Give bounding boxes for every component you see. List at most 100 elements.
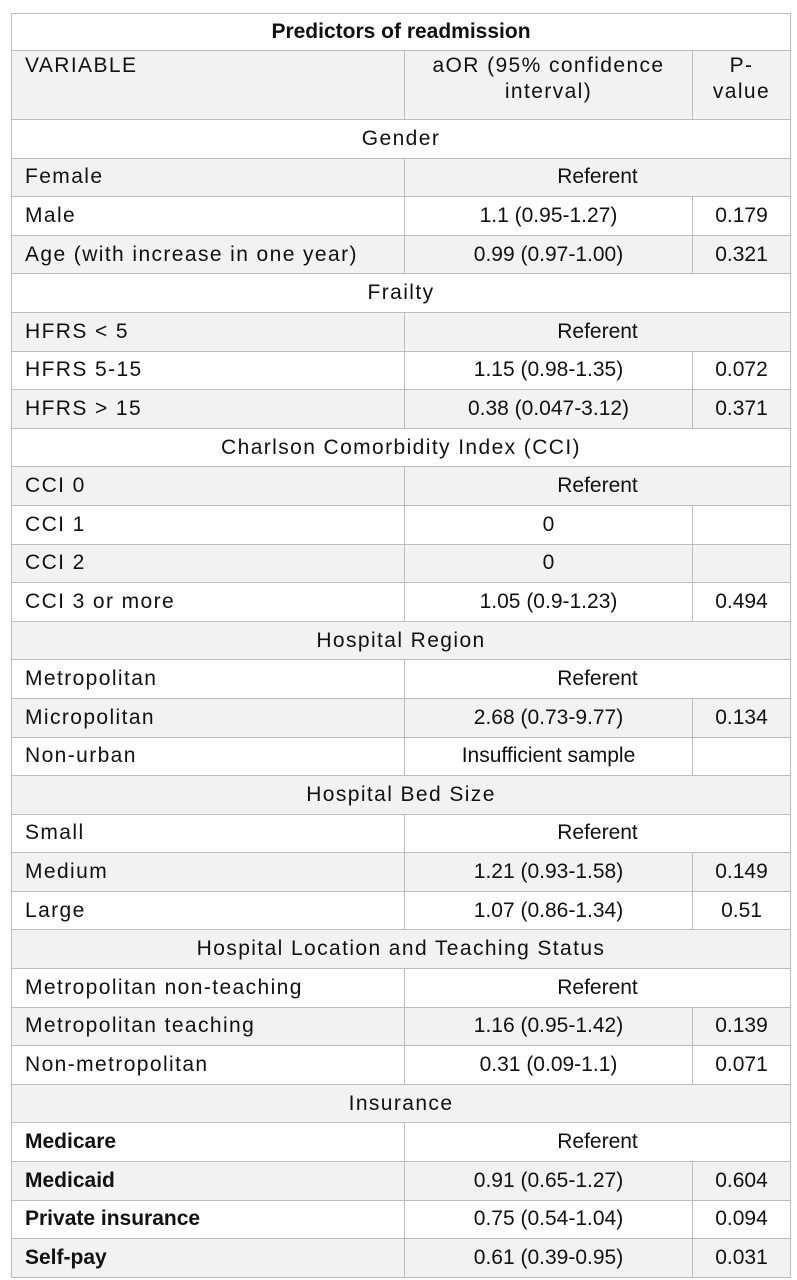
pvalue-cell: 0.031 bbox=[692, 1238, 791, 1278]
pvalue-cell: 0.371 bbox=[692, 389, 791, 429]
title-row: Predictors of readmission bbox=[11, 13, 791, 51]
section-label: Hospital Bed Size bbox=[11, 775, 791, 815]
aor-cell: 1.07 (0.86-1.34) bbox=[404, 890, 693, 931]
table-row: Male 1.1 (0.95-1.27) 0.179 bbox=[11, 196, 791, 236]
variable-cell: Private insurance bbox=[11, 1199, 405, 1240]
aor-cell: Referent bbox=[404, 968, 791, 1008]
variable-cell: HFRS > 15 bbox=[11, 389, 405, 429]
aor-cell: Referent bbox=[404, 311, 791, 352]
aor-cell: 0.75 (0.54-1.04) bbox=[404, 1199, 693, 1240]
aor-cell: 1.05 (0.9-1.23) bbox=[404, 582, 693, 622]
table-row: Medicaid 0.91 (0.65-1.27) 0.604 bbox=[11, 1161, 791, 1201]
section-label: Insurance bbox=[11, 1083, 791, 1124]
section-row: Gender bbox=[11, 119, 791, 159]
variable-cell: Small bbox=[11, 813, 405, 854]
aor-cell: Referent bbox=[404, 466, 791, 506]
pvalue-cell: 0.51 bbox=[692, 890, 791, 931]
aor-cell: 0.91 (0.65-1.27) bbox=[404, 1161, 693, 1201]
table-row: Micropolitan 2.68 (0.73-9.77) 0.134 bbox=[11, 697, 791, 738]
section-row: Hospital Region bbox=[11, 620, 791, 661]
table-row: CCI 0 Referent bbox=[11, 466, 791, 506]
section-label: Hospital Region bbox=[11, 620, 791, 661]
section-label: Charlson Comorbidity Index (CCI) bbox=[11, 427, 791, 468]
table-row: Small Referent bbox=[11, 813, 791, 854]
aor-cell: 1.16 (0.95-1.42) bbox=[404, 1006, 693, 1047]
aor-cell: 0 bbox=[404, 504, 693, 545]
table-row: Non-metropolitan 0.31 (0.09-1.1) 0.071 bbox=[11, 1045, 791, 1085]
table-row: Metropolitan Referent bbox=[11, 659, 791, 699]
section-label: Hospital Location and Teaching Status bbox=[11, 929, 791, 970]
aor-cell: 0.31 (0.09-1.1) bbox=[404, 1045, 693, 1085]
pvalue-cell bbox=[692, 504, 791, 545]
table-title: Predictors of readmission bbox=[11, 13, 791, 51]
table-row: HFRS 5-15 1.15 (0.98-1.35) 0.072 bbox=[11, 350, 791, 391]
variable-cell: Micropolitan bbox=[11, 697, 405, 738]
table-row: HFRS > 15 0.38 (0.047-3.12) 0.371 bbox=[11, 389, 791, 429]
variable-cell: Male bbox=[11, 196, 405, 236]
aor-cell: 0.38 (0.047-3.12) bbox=[404, 389, 693, 429]
variable-cell: Metropolitan bbox=[11, 659, 405, 699]
variable-cell: HFRS < 5 bbox=[11, 311, 405, 352]
pvalue-cell: 0.149 bbox=[692, 852, 791, 892]
variable-cell: Medicaid bbox=[11, 1161, 405, 1201]
variable-cell: CCI 1 bbox=[11, 504, 405, 545]
aor-cell: 2.68 (0.73-9.77) bbox=[404, 697, 693, 738]
variable-cell: Self-pay bbox=[11, 1238, 405, 1278]
variable-cell: CCI 3 or more bbox=[11, 582, 405, 622]
section-row: Charlson Comorbidity Index (CCI) bbox=[11, 427, 791, 468]
table-row: Private insurance 0.75 (0.54-1.04) 0.094 bbox=[11, 1199, 791, 1240]
header-variable: VARIABLE bbox=[11, 50, 405, 120]
aor-cell: Referent bbox=[404, 813, 791, 854]
table-row: Medicare Referent bbox=[11, 1122, 791, 1163]
variable-cell: CCI 0 bbox=[11, 466, 405, 506]
section-label: Gender bbox=[11, 119, 791, 159]
variable-cell: Non-urban bbox=[11, 736, 405, 777]
aor-cell: Referent bbox=[404, 659, 791, 699]
header-row: VARIABLE aOR (95% confidence interval) P… bbox=[11, 50, 791, 120]
section-row: Insurance bbox=[11, 1083, 791, 1124]
aor-cell: Referent bbox=[404, 1122, 791, 1163]
table-body: Predictors of readmission VARIABLE aOR (… bbox=[11, 13, 791, 1278]
pvalue-cell: 0.072 bbox=[692, 350, 791, 391]
variable-cell: Medium bbox=[11, 852, 405, 892]
table-row: Self-pay 0.61 (0.39-0.95) 0.031 bbox=[11, 1238, 791, 1278]
variable-cell: Female bbox=[11, 157, 405, 198]
variable-cell: Large bbox=[11, 890, 405, 931]
variable-cell: HFRS 5-15 bbox=[11, 350, 405, 391]
header-aor: aOR (95% confidence interval) bbox=[404, 50, 693, 120]
table-row: HFRS < 5 Referent bbox=[11, 311, 791, 352]
pvalue-cell: 0.604 bbox=[692, 1161, 791, 1201]
section-row: Hospital Bed Size bbox=[11, 775, 791, 815]
aor-cell: 0 bbox=[404, 543, 693, 584]
header-pvalue: P-value bbox=[692, 50, 791, 120]
pvalue-cell: 0.321 bbox=[692, 234, 791, 275]
aor-cell: Referent bbox=[404, 157, 791, 198]
table-row: Metropolitan non-teaching Referent bbox=[11, 968, 791, 1008]
aor-cell: 0.99 (0.97-1.00) bbox=[404, 234, 693, 275]
section-row: Hospital Location and Teaching Status bbox=[11, 929, 791, 970]
table-row: CCI 3 or more 1.05 (0.9-1.23) 0.494 bbox=[11, 582, 791, 622]
pvalue-cell: 0.134 bbox=[692, 697, 791, 738]
variable-cell: Medicare bbox=[11, 1122, 405, 1163]
aor-cell: Insufficient sample bbox=[404, 736, 693, 777]
section-row: Frailty bbox=[11, 273, 791, 313]
readmission-table: Predictors of readmission VARIABLE aOR (… bbox=[11, 13, 791, 1278]
variable-cell: Age (with increase in one year) bbox=[11, 234, 405, 275]
pvalue-cell: 0.139 bbox=[692, 1006, 791, 1047]
table-row: Age (with increase in one year) 0.99 (0.9… bbox=[11, 234, 791, 275]
aor-cell: 1.15 (0.98-1.35) bbox=[404, 350, 693, 391]
pvalue-cell: 0.094 bbox=[692, 1199, 791, 1240]
pvalue-cell: 0.494 bbox=[692, 582, 791, 622]
table-row: Medium 1.21 (0.93-1.58) 0.149 bbox=[11, 852, 791, 892]
variable-cell: CCI 2 bbox=[11, 543, 405, 584]
aor-cell: 1.1 (0.95-1.27) bbox=[404, 196, 693, 236]
variable-cell: Metropolitan teaching bbox=[11, 1006, 405, 1047]
section-label: Frailty bbox=[11, 273, 791, 313]
pvalue-cell: 0.179 bbox=[692, 196, 791, 236]
table-row: Metropolitan teaching 1.16 (0.95-1.42) 0.1… bbox=[11, 1006, 791, 1047]
pvalue-cell bbox=[692, 543, 791, 584]
aor-cell: 1.21 (0.93-1.58) bbox=[404, 852, 693, 892]
table-row: Female Referent bbox=[11, 157, 791, 198]
